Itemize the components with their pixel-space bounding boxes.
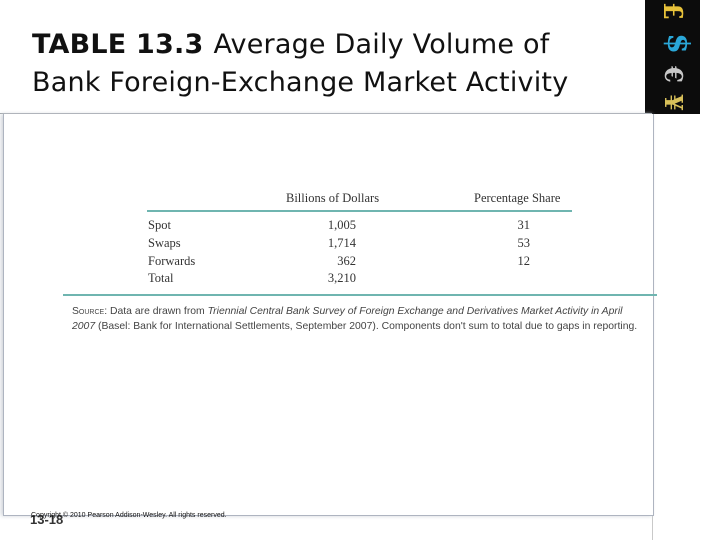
- currency-symbols-graphic: £ $ € ¥: [645, 0, 700, 114]
- title-divider: [0, 113, 652, 114]
- title-text-line1: Average Daily Volume of: [213, 29, 550, 60]
- source-publication: Triennial Central Bank Survey of Foreign…: [72, 306, 623, 332]
- row-billions: 1,714: [327, 236, 356, 250]
- header-percentage: Percentage Share: [474, 191, 561, 205]
- right-margin: [652, 114, 720, 540]
- row-share: 53: [517, 236, 531, 250]
- source-lead: Source:: [72, 306, 108, 317]
- row-label: Forwards: [148, 254, 196, 268]
- source-note: Source: Data are drawn from Triennial Ce…: [72, 304, 647, 334]
- row-billions: 1,005: [327, 218, 356, 232]
- slide-title: TABLE 13.3 Average Daily Volume of Bank F…: [32, 26, 642, 102]
- slide-number: 13-18: [30, 512, 64, 527]
- row-label: Swaps: [148, 236, 181, 250]
- content-panel: [3, 114, 654, 516]
- source-text-before: Data are drawn from: [110, 306, 205, 317]
- header-billions: Billions of Dollars: [286, 191, 380, 205]
- table-number: TABLE 13.3: [32, 29, 204, 60]
- table-bottom-rule: [63, 294, 657, 296]
- source-text-after: (Basel: Bank for International Settlemen…: [98, 321, 638, 332]
- copyright-text: Copyright © 2010 Pearson Addison-Wesley.…: [31, 512, 227, 519]
- row-share: 31: [517, 218, 531, 232]
- header-rule: [147, 210, 572, 212]
- title-text-line2: Bank Foreign-Exchange Market Activity: [32, 67, 569, 98]
- row-share: 12: [517, 254, 531, 268]
- row-label: Spot: [148, 218, 171, 232]
- row-billions: 362: [337, 254, 356, 268]
- row-billions: 3,210: [327, 271, 356, 285]
- row-label: Total: [148, 271, 174, 285]
